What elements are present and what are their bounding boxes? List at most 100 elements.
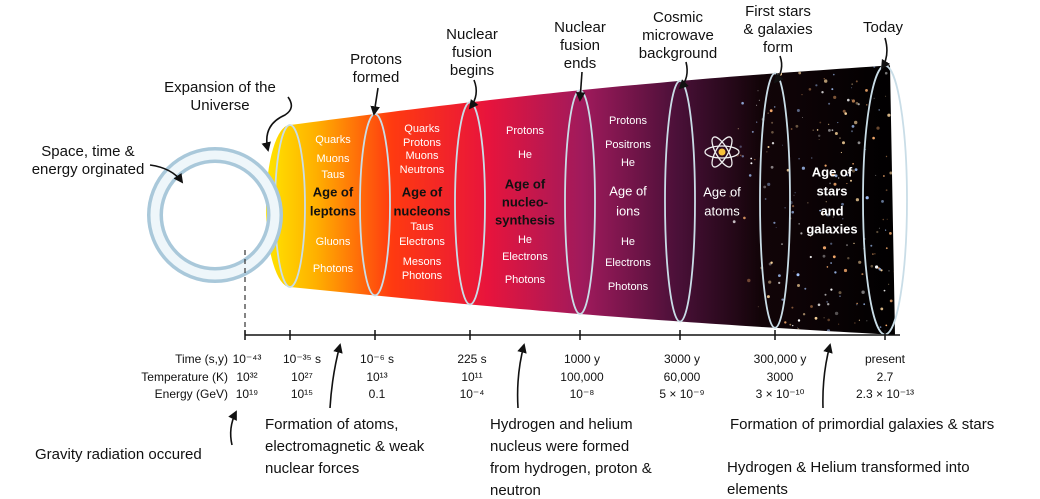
- star: [874, 253, 876, 255]
- star: [861, 273, 864, 276]
- star: [828, 129, 831, 132]
- particle-label: Photons: [608, 281, 649, 293]
- star: [854, 168, 858, 172]
- star: [782, 329, 784, 331]
- particle-label: Protons: [609, 115, 647, 127]
- star: [829, 182, 831, 185]
- star: [888, 270, 890, 272]
- star: [747, 278, 751, 283]
- star: [831, 129, 834, 132]
- star: [757, 90, 759, 92]
- event-label: energy orginated: [32, 161, 145, 178]
- star: [896, 162, 899, 165]
- star: [854, 322, 856, 324]
- star: [851, 99, 852, 101]
- star: [823, 78, 825, 80]
- star: [893, 271, 895, 273]
- star: [822, 254, 826, 258]
- era-name: Age of: [402, 184, 443, 199]
- arrow: [773, 55, 784, 84]
- event-label: Nuclear: [446, 26, 498, 43]
- star: [870, 264, 874, 268]
- star: [773, 221, 776, 224]
- star: [771, 142, 775, 145]
- event-label: form: [763, 39, 793, 56]
- era-name: stars: [816, 183, 847, 198]
- star: [858, 60, 859, 61]
- event-label: nuclear forces: [265, 460, 359, 477]
- star: [851, 130, 853, 133]
- timeline-value: 10³²: [236, 370, 257, 384]
- arrows: [149, 37, 891, 446]
- star: [801, 166, 806, 170]
- star: [831, 175, 832, 177]
- star: [846, 244, 848, 247]
- star: [830, 242, 833, 245]
- particle-label: Muons: [316, 153, 350, 165]
- star: [897, 189, 898, 190]
- star: [792, 324, 794, 327]
- star: [818, 139, 820, 140]
- star: [770, 165, 774, 169]
- star: [781, 243, 783, 245]
- star: [810, 305, 813, 308]
- star: [824, 79, 828, 83]
- particle-label: Photons: [313, 263, 354, 275]
- event-label: Space, time &: [41, 143, 134, 160]
- star: [880, 307, 884, 311]
- star: [842, 109, 846, 113]
- star: [797, 284, 800, 287]
- arrow: [468, 79, 479, 110]
- star: [781, 298, 784, 301]
- event-label: Gravity radiation occured: [35, 446, 202, 463]
- star: [819, 209, 821, 212]
- star: [748, 174, 752, 177]
- arrow: [516, 343, 527, 409]
- event-label: Nuclear: [554, 19, 606, 36]
- star: [798, 157, 800, 160]
- star: [852, 163, 854, 165]
- star: [878, 109, 880, 111]
- star: [888, 283, 890, 285]
- star: [842, 218, 844, 220]
- star: [797, 328, 800, 330]
- star: [884, 71, 888, 75]
- star: [885, 95, 887, 97]
- funnel-body: [266, 65, 895, 336]
- star: [876, 230, 879, 234]
- star: [851, 83, 854, 86]
- event-label: nucleus were formed: [490, 438, 629, 455]
- star: [883, 289, 886, 292]
- star: [838, 291, 842, 295]
- star: [739, 145, 742, 148]
- star: [791, 306, 794, 309]
- star: [855, 80, 858, 83]
- star: [797, 327, 798, 329]
- star: [769, 109, 773, 113]
- star: [830, 288, 833, 291]
- star: [822, 246, 827, 250]
- event-label: formed: [353, 69, 400, 86]
- particle-label: Electrons: [399, 236, 445, 248]
- particle-label: Photons: [402, 270, 443, 282]
- star: [873, 65, 876, 68]
- funnel: [266, 60, 908, 338]
- star: [754, 158, 756, 161]
- particle-label: He: [518, 234, 532, 246]
- timeline-value: 10⁻⁸: [570, 387, 595, 401]
- particle-label: Quarks: [404, 123, 440, 135]
- event-label: Formation of atoms,: [265, 416, 398, 433]
- event-label: ends: [564, 55, 597, 72]
- star: [782, 144, 783, 146]
- star: [840, 336, 842, 338]
- star: [800, 232, 803, 235]
- star: [778, 274, 781, 277]
- star: [863, 303, 866, 306]
- timeline-value: 10⁻³⁵ s: [283, 352, 321, 366]
- star: [790, 128, 793, 130]
- arrow: [575, 71, 586, 102]
- star: [819, 121, 822, 124]
- star: [842, 141, 845, 145]
- timeline-value: 10¹¹: [461, 370, 482, 384]
- star: [818, 134, 821, 137]
